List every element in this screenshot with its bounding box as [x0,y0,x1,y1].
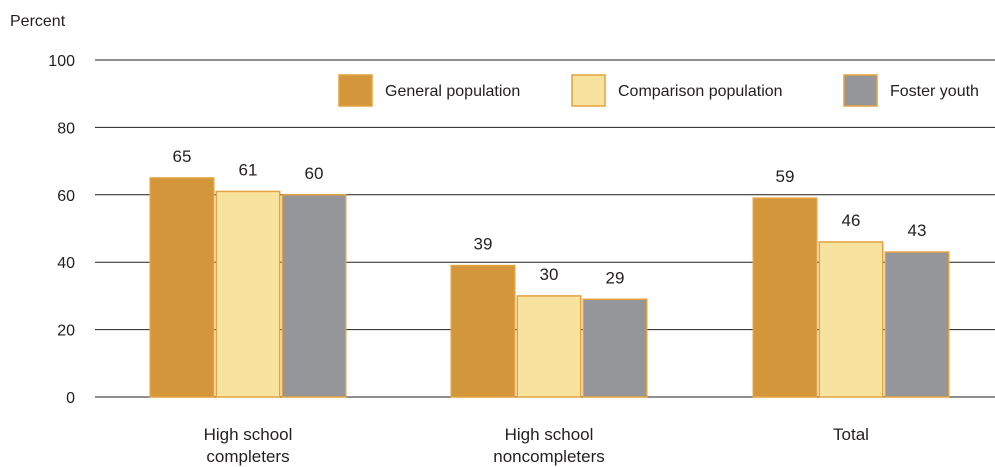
bar [752,197,818,398]
y-axis-label: Percent [10,13,66,30]
bar [281,194,347,398]
bar [149,177,215,398]
y-axis-ticks: 0 20 40 60 80 100 [48,53,75,407]
data-label: 61 [239,160,258,179]
y-tick-label: 20 [57,323,75,340]
category-labels: High school completers High school noncompl… [204,425,869,466]
category-label: High school [204,425,293,444]
bars [149,177,950,398]
category-label: completers [206,447,289,466]
y-tick-label: 60 [57,188,75,205]
bar [582,298,648,398]
y-tick-label: 0 [66,390,75,407]
value-labels: 65 39 59 61 30 46 60 29 43 [173,147,927,287]
legend-label: Comparison population [618,83,783,100]
bar [884,251,950,398]
data-label: 43 [908,221,927,240]
legend-label: Foster youth [890,83,979,100]
bar [450,264,516,398]
bar [215,190,281,398]
legend-swatch [571,74,606,107]
y-tick-label: 80 [57,120,75,137]
data-label: 65 [173,147,192,166]
data-label: 46 [842,211,861,230]
data-label: 30 [540,265,559,284]
bar [516,295,582,398]
category-label: High school [505,425,594,444]
y-tick-label: 100 [48,53,75,70]
category-label: noncompleters [493,447,605,466]
legend-swatch [843,74,878,107]
legend-label: General population [385,83,520,100]
data-label: 39 [474,235,493,254]
bar [818,241,884,398]
category-label: Total [833,425,869,444]
data-label: 60 [305,164,324,183]
legend-swatch [338,74,373,107]
legend: General population Comparison population F… [338,74,979,107]
data-label: 59 [776,167,795,186]
y-tick-label: 40 [57,255,75,272]
data-label: 29 [606,268,625,287]
